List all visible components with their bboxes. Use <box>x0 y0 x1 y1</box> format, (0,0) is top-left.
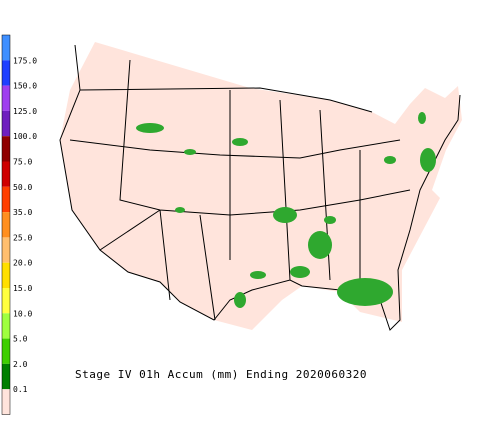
legend-swatch <box>2 288 10 314</box>
coverage-area <box>60 42 462 330</box>
legend-label: 10.0 <box>13 309 32 318</box>
legend-swatch <box>2 161 10 187</box>
legend-label: 175.0 <box>13 56 37 65</box>
legend-label: 100.0 <box>13 132 37 141</box>
legend-swatch <box>2 389 10 415</box>
legend-label: 0.1 <box>13 385 28 394</box>
legend-label: 20.0 <box>13 259 32 268</box>
legend-label: 125.0 <box>13 107 37 116</box>
legend-swatch <box>2 35 10 61</box>
legend-label: 75.0 <box>13 158 32 167</box>
precip-areas <box>136 112 436 308</box>
legend-swatch <box>2 186 10 213</box>
legend: 175.0 150.0 125.0 100.0 75.0 50.0 35.0 25.0 20.0… <box>1 34 37 415</box>
legend-swatch <box>2 60 10 86</box>
legend-swatch <box>2 363 10 390</box>
legend-label: 35.0 <box>13 208 32 217</box>
legend-swatch <box>2 262 10 288</box>
legend-swatch <box>2 338 10 364</box>
legend-label: 50.0 <box>13 183 32 192</box>
legend-swatch <box>2 85 10 111</box>
legend-label: 150.0 <box>13 82 37 91</box>
legend-label: 25.0 <box>13 233 32 242</box>
legend-label: 15.0 <box>13 284 32 293</box>
legend-label: 5.0 <box>13 335 28 344</box>
legend-swatch <box>2 110 10 137</box>
legend-swatch <box>2 212 10 238</box>
legend-swatch <box>2 136 10 162</box>
state-borders <box>59 44 461 331</box>
legend-swatch <box>2 237 10 263</box>
legend-frame <box>1 34 11 415</box>
caption: Stage IV 01h Accum (mm) Ending 202006032… <box>75 368 367 381</box>
legend-label: 2.0 <box>13 360 28 369</box>
legend-swatch <box>2 313 10 339</box>
